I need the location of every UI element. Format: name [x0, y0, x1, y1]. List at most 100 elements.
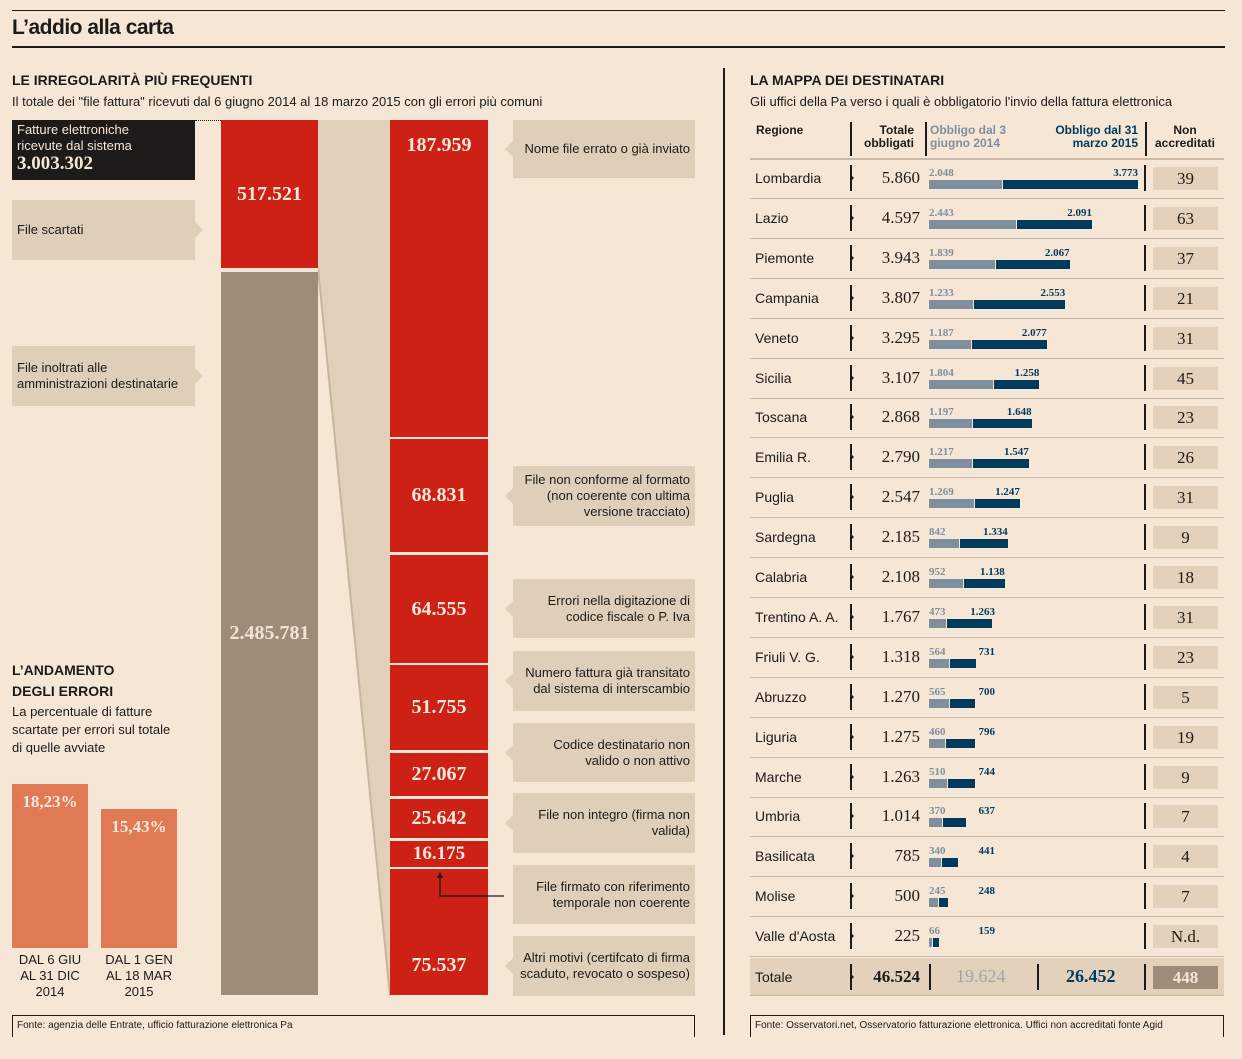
value-2014: 565 [929, 685, 946, 698]
non-accredited: 63 [1153, 206, 1218, 230]
value-2015: 1.263 [970, 605, 995, 618]
value-2015: 1.258 [1014, 366, 1040, 379]
table-row: Abruzzo 1.270 565 700 5 [750, 678, 1224, 718]
bar-2015 [975, 499, 1020, 509]
bar-2014 [929, 419, 972, 429]
value-2014: 1.197 [929, 406, 954, 419]
value-2014: 473 [929, 605, 946, 618]
non-accredited: N.d. [1153, 925, 1218, 949]
right-heading: LA MAPPA DEI DESTINATARI [750, 72, 945, 88]
total-value: 5.860 [881, 168, 920, 187]
trend-heading: L’ANDAMENTO DEGLI ERRORI [12, 662, 115, 699]
error-label: File non conforme al formato (non coeren… [505, 466, 695, 526]
tick-mark [850, 165, 853, 191]
bar-2015 [950, 698, 976, 708]
bar-2014 [929, 698, 950, 708]
non-accredited: 23 [1153, 645, 1218, 669]
tick-mark [850, 204, 853, 231]
discarded-bar: 517.521 [221, 120, 318, 268]
value-2014: 340 [929, 845, 946, 858]
totals-2014: 19.624 [956, 966, 1006, 986]
total-value: 2.547 [881, 487, 920, 507]
received-leader [195, 120, 221, 121]
divider [1144, 524, 1146, 551]
table-row: Liguria 1.275 460 796 19 [750, 718, 1224, 758]
left-heading: LE IRREGOLARITÀ PIÙ FREQUENTI [12, 72, 253, 88]
tick-mark [850, 244, 853, 271]
divider [1144, 404, 1146, 431]
bar-2015 [994, 379, 1040, 389]
table-row: Piemonte 3.943 1.839 2.067 37 [750, 239, 1224, 279]
received-value: 3.003.302 [17, 153, 93, 174]
total-value: 3.295 [881, 327, 920, 347]
total-value: 2.790 [881, 447, 920, 467]
value-2015: 1.138 [979, 566, 1005, 578]
region-name: Campania [755, 289, 819, 306]
region-name: Piemonte [755, 249, 815, 266]
value-2014: 1.187 [929, 326, 954, 339]
trend-bar: 15,43% [101, 809, 177, 948]
error-label: Numero fattura già transitato dal sistem… [505, 651, 695, 711]
bar-2014 [929, 299, 974, 309]
non-accredited: 19 [1153, 725, 1218, 749]
non-accredited: 23 [1153, 406, 1218, 430]
right-subtitle: Gli uffici della Pa verso i quali è obbl… [750, 94, 1173, 109]
tick-mark [850, 484, 853, 511]
non-accredited: 45 [1153, 366, 1218, 390]
table-row: Emilia R. 2.790 1.217 1.547 26 [750, 438, 1224, 479]
left-subtitle: Il totale dei "file fattura" ricevuti da… [12, 94, 543, 109]
region-name: Umbria [755, 808, 801, 825]
value-2015: 1.247 [995, 486, 1020, 499]
bar-2014 [929, 738, 946, 748]
error-bar: 75.537 [390, 869, 488, 995]
total-value: 2.185 [881, 527, 920, 547]
value-2014: 2.443 [929, 206, 954, 219]
value-2014: 245 [929, 885, 946, 898]
value-2015: 441 [978, 845, 996, 858]
trend-subtitle: La percentuale di fatture scartate per e… [12, 704, 171, 755]
region-name: Emilia R. [755, 449, 812, 466]
divider [1144, 803, 1146, 830]
bar-2015 [1003, 180, 1138, 189]
col-2015: Obbligo dal 31 marzo 2015 [1055, 123, 1138, 150]
total-value: 2.108 [881, 567, 920, 586]
totals-na: 448 [1153, 966, 1218, 989]
totals-label: Totale [755, 969, 793, 985]
total-value: 1.014 [881, 806, 920, 826]
table-row: Calabria 2.108 952 1.138 18 [750, 558, 1224, 598]
region-name: Sicilia [755, 369, 792, 386]
region-name: Veneto [755, 329, 799, 346]
tick-mark [850, 603, 853, 630]
bar-2014 [929, 379, 994, 389]
bar-2014 [929, 499, 975, 509]
total-value: 1.263 [881, 766, 920, 786]
value-2015: 3.773 [1113, 167, 1138, 179]
region-name: Liguria [755, 728, 798, 745]
value-2014: 564 [929, 645, 946, 658]
tick-mark [850, 364, 853, 391]
bar-2014 [929, 938, 932, 948]
divider [1144, 444, 1146, 471]
region-name: Sardegna [755, 529, 816, 546]
value-2014: 952 [929, 566, 946, 578]
col-2014: Obbligo dal 3 giugno 2014 [930, 123, 1007, 150]
tick-mark [850, 843, 853, 870]
forwarded-label: File inoltrati alle amministrazioni dest… [12, 346, 203, 406]
bar-2015 [950, 658, 977, 668]
error-label: Nome file errato o già inviato [505, 120, 695, 178]
tick-mark [850, 404, 853, 431]
non-accredited: 9 [1153, 765, 1218, 789]
tick-mark [850, 923, 853, 950]
error-bar: 64.555 [390, 555, 488, 663]
bar-2015 [972, 339, 1047, 349]
divider [1144, 683, 1146, 710]
value-2015: 731 [978, 645, 996, 658]
region-name: Valle d'Aosta [755, 928, 836, 945]
region-name: Puglia [755, 489, 794, 506]
tick-mark [850, 524, 853, 551]
discarded-label: File scartati [12, 200, 203, 260]
value-2015: 248 [978, 885, 996, 898]
non-accredited: 31 [1153, 326, 1218, 350]
bar-2014 [929, 339, 972, 349]
bar-2014 [929, 539, 960, 549]
